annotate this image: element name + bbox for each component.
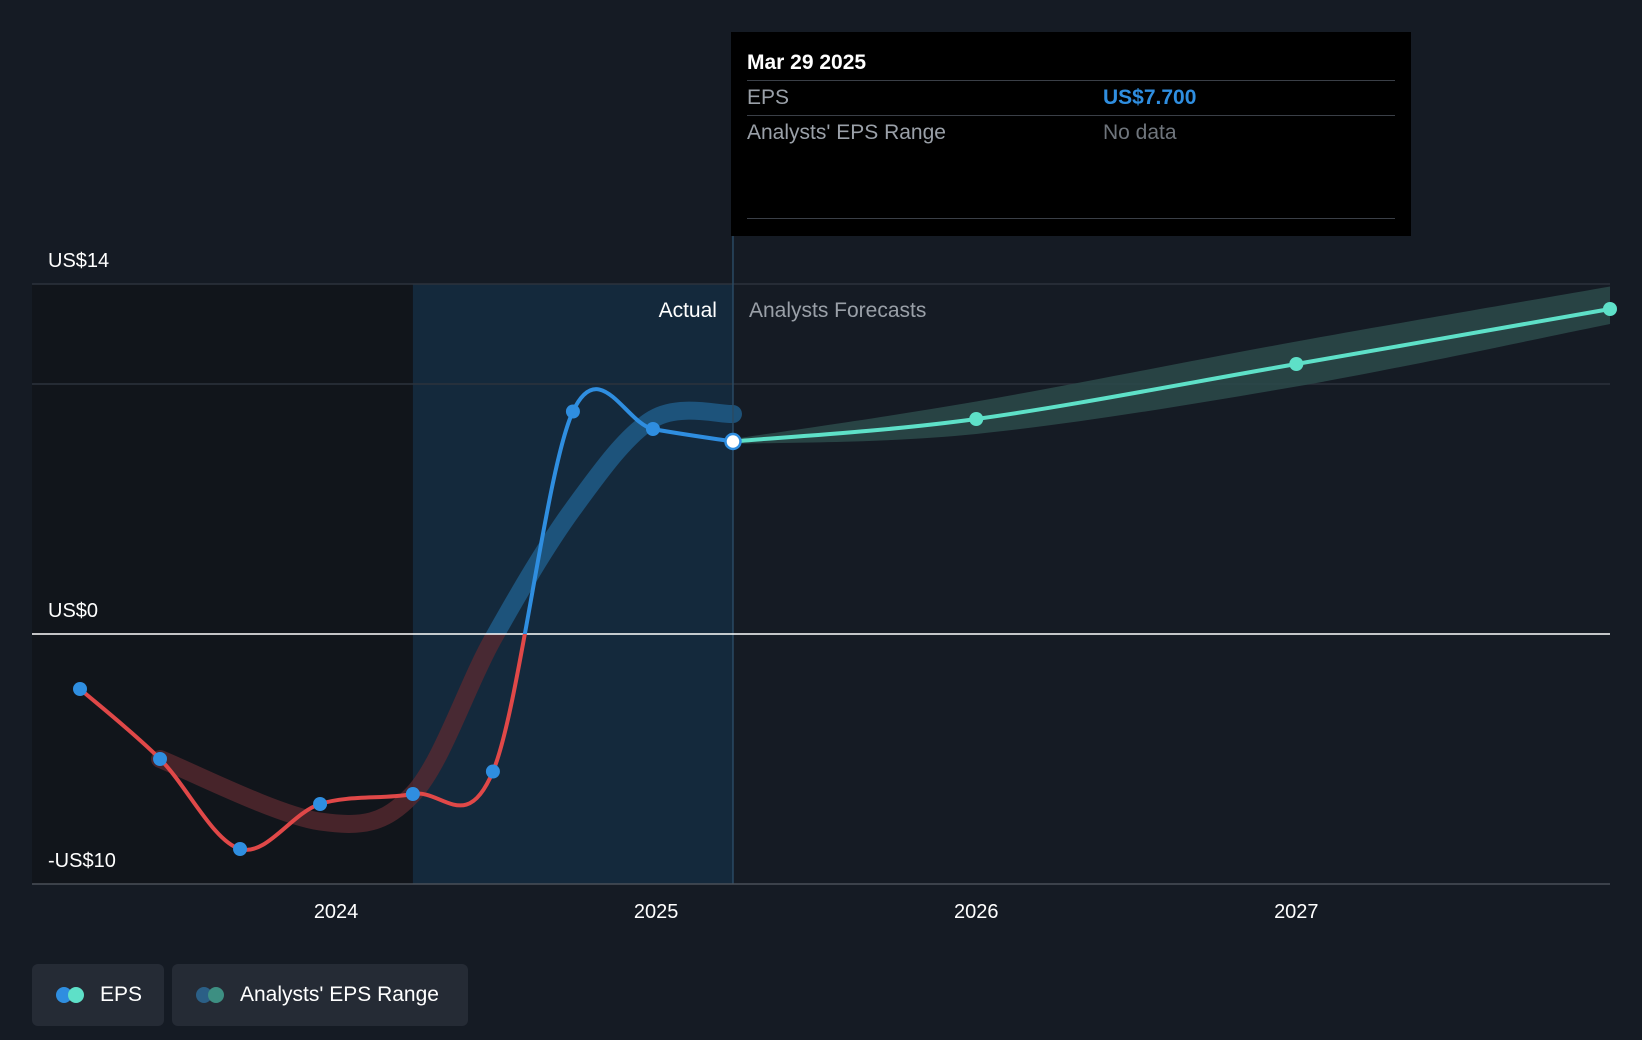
eps-actual-point-8[interactable]: [724, 432, 742, 451]
eps-forecast-point-0[interactable]: [969, 412, 984, 426]
eps-actual-point-0[interactable]: [73, 682, 88, 696]
eps-forecast-point-1[interactable]: [1289, 357, 1304, 371]
eps-range-legend-icon: [196, 987, 226, 1003]
x-tick-2026: 2026: [954, 901, 999, 923]
actual-shade-region: [412, 284, 733, 884]
eps-actual-line-positive: [522, 387, 734, 634]
eps-actual-point-1[interactable]: [153, 752, 168, 766]
past-consensus-band-negative: [151, 634, 507, 833]
tooltip-eps-value: US$7.700: [1103, 86, 1197, 109]
actual-region-label: Actual: [659, 299, 717, 322]
legend-item-eps-range[interactable]: Analysts' EPS Range: [172, 964, 468, 1026]
tooltip-date: Mar 29 2025: [747, 51, 867, 74]
eps-actual-point-5[interactable]: [485, 764, 500, 779]
y-label-bottom: -US$10: [48, 850, 116, 872]
eps-actual-point-4[interactable]: [405, 787, 420, 801]
eps-actual-line-negative: [78, 634, 527, 852]
legend-dot-forecast: [68, 987, 84, 1003]
legend-range-label: Analysts' EPS Range: [240, 983, 439, 1006]
tooltip-row-eps: EPS US$7.700: [747, 80, 1395, 115]
legend-eps-label: EPS: [100, 983, 143, 1006]
x-tick-2024: 2024: [314, 901, 359, 923]
eps-actual-point-6[interactable]: [565, 404, 580, 419]
eps-actual-point-7[interactable]: [645, 422, 660, 436]
tooltip-range-label: Analysts' EPS Range: [747, 121, 946, 144]
forecast-range-area: [732, 286, 1610, 444]
eps-forecast-line: [732, 307, 1611, 444]
y-label-top: US$14: [48, 250, 109, 272]
y-label-zero: US$0: [48, 600, 98, 622]
eps-forecast-point-2[interactable]: [1603, 302, 1617, 316]
eps-legend-icon: [56, 987, 86, 1003]
tooltip-divider: [747, 218, 1395, 219]
tooltip-row-range: Analysts' EPS Range No data: [747, 115, 1395, 150]
eps-actual-point-3[interactable]: [313, 797, 328, 811]
eps-actual-point-2[interactable]: [233, 842, 248, 856]
x-tick-2025: 2025: [634, 901, 679, 923]
legend-dot-range-forecast: [208, 987, 224, 1003]
eps-tooltip: Mar 29 2025 EPS US$7.700 Analysts' EPS R…: [731, 32, 1411, 236]
forecast-region-label: Analysts Forecasts: [749, 299, 926, 322]
tooltip-range-value: No data: [1103, 121, 1177, 144]
tooltip-eps-label: EPS: [747, 86, 790, 109]
x-tick-2027: 2027: [1274, 901, 1319, 923]
legend-item-eps[interactable]: EPS: [32, 964, 164, 1026]
